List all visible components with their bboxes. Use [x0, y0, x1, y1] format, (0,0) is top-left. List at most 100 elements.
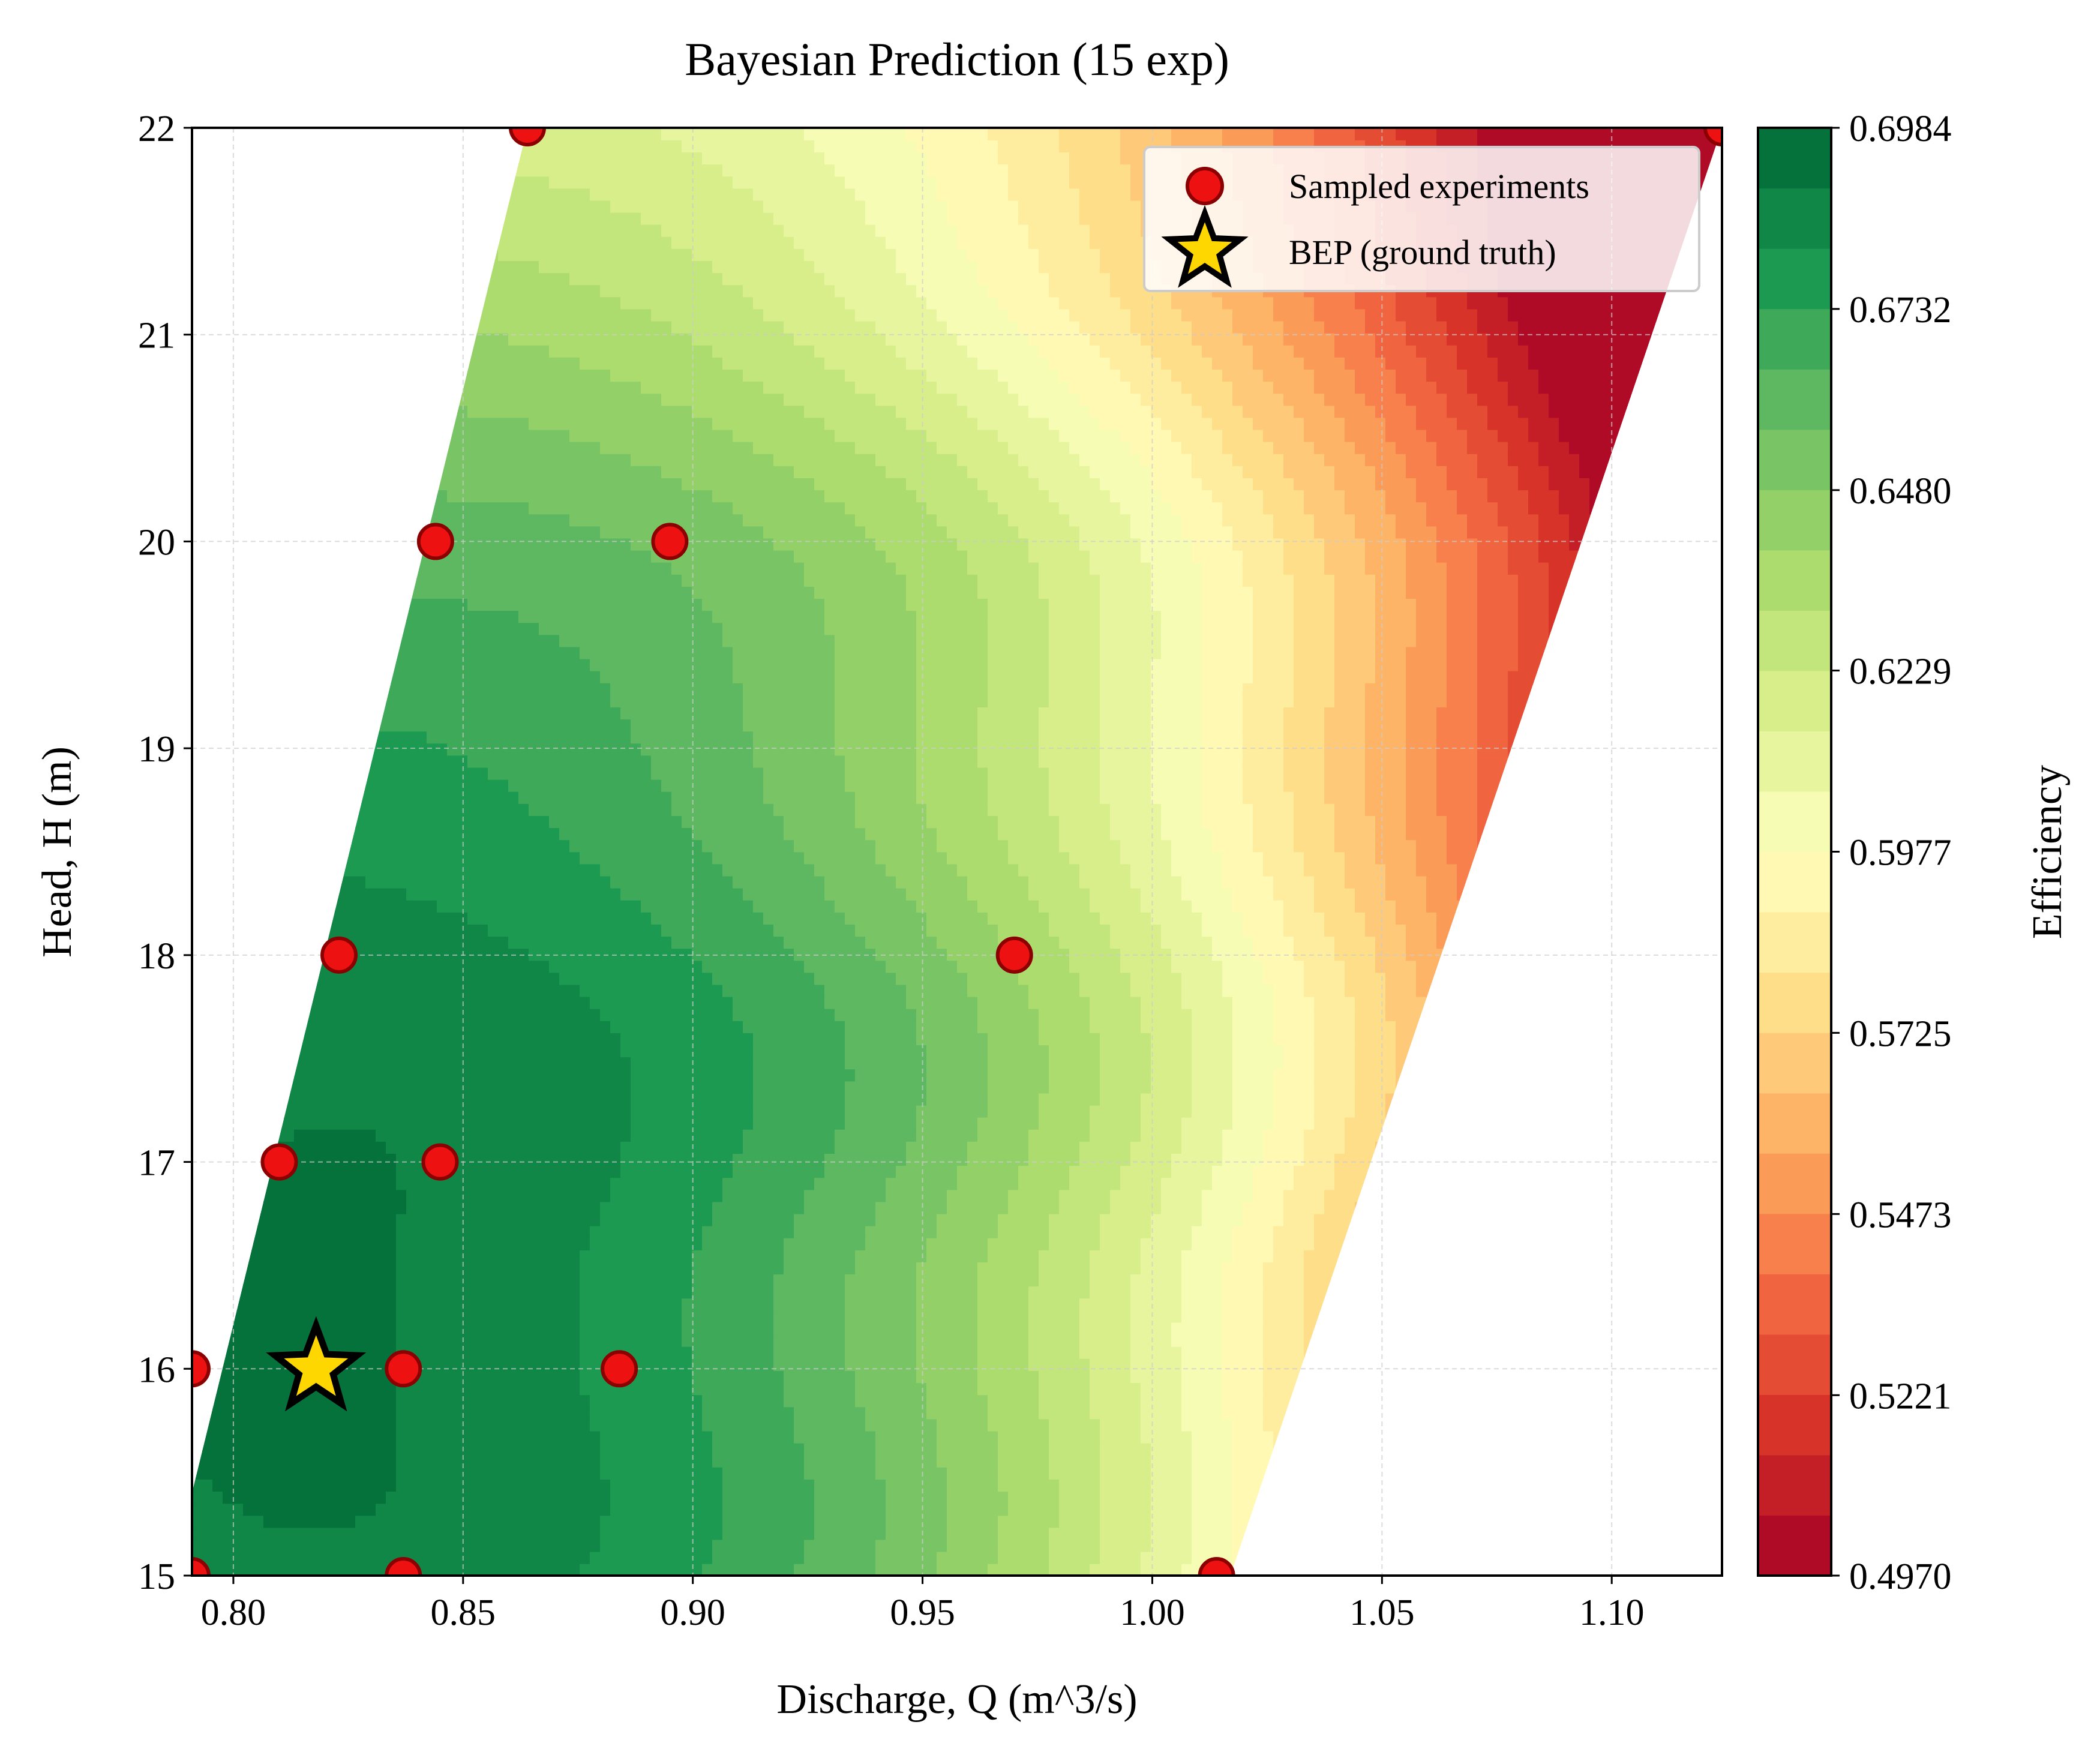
contour-cell: [549, 1177, 560, 1190]
contour-cell: [396, 803, 407, 816]
contour-cell: [376, 1129, 386, 1142]
contour-cell: [376, 779, 386, 792]
contour-cell: [580, 586, 590, 599]
contour-cell: [518, 1153, 529, 1166]
contour-cell: [355, 1189, 366, 1202]
contour-cell: [427, 1105, 437, 1118]
contour-cell: [396, 912, 407, 925]
contour-cell: [580, 478, 590, 491]
contour-cell: [355, 887, 366, 901]
contour-cell: [355, 1045, 366, 1058]
contour-cell: [518, 887, 529, 901]
contour-cell: [406, 1503, 417, 1516]
contour-cell: [549, 936, 560, 949]
contour-cell: [569, 803, 580, 816]
contour-cell: [447, 960, 458, 973]
contour-cell: [539, 526, 550, 539]
contour-cell: [549, 1454, 560, 1468]
contour-cell: [549, 453, 560, 466]
contour-cell: [539, 441, 550, 454]
contour-cell: [345, 1430, 356, 1444]
contour-cell: [580, 1117, 590, 1130]
contour-cell: [498, 1008, 509, 1021]
contour-cell: [549, 1286, 560, 1299]
contour-cell: [345, 1394, 356, 1408]
contour-cell: [396, 1515, 407, 1528]
contour-cell: [498, 1286, 509, 1299]
contour-cell: [488, 610, 499, 623]
contour-cell: [406, 1033, 417, 1046]
contour-cell: [539, 1129, 550, 1142]
contour-cell: [498, 1093, 509, 1106]
contour-cell: [498, 514, 509, 527]
contour-cell: [274, 1442, 284, 1456]
contour-cell: [600, 1225, 611, 1238]
contour-cell: [355, 1358, 366, 1371]
contour-cell: [406, 827, 417, 841]
contour-cell: [559, 369, 570, 382]
contour-cell: [529, 719, 539, 732]
contour-cell: [355, 1527, 366, 1540]
contour-cell: [467, 695, 478, 707]
contour-cell: [396, 936, 407, 949]
contour-cell: [580, 393, 590, 406]
contour-cell: [518, 453, 529, 466]
contour-cell: [529, 839, 539, 853]
contour-cell: [600, 1442, 611, 1456]
contour-cell: [590, 1021, 601, 1033]
contour-cell: [569, 948, 580, 961]
contour-cell: [437, 1008, 448, 1021]
contour-cell: [467, 731, 478, 744]
contour-cell: [569, 526, 580, 539]
contour-cell: [518, 224, 529, 237]
contour-cell: [508, 526, 519, 539]
contour-cell: [610, 924, 621, 937]
contour-cell: [539, 320, 550, 334]
contour-cell: [508, 490, 519, 503]
contour-cell: [488, 791, 499, 804]
contour-cell: [223, 1406, 233, 1420]
contour-cell: [478, 1503, 488, 1516]
contour-cell: [478, 1033, 488, 1046]
contour-cell: [335, 1262, 346, 1275]
contour-cell: [386, 984, 397, 997]
contour-cell: [355, 1008, 366, 1021]
contour-cell: [284, 1515, 295, 1528]
contour-cell: [467, 429, 478, 442]
contour-cell: [549, 1225, 560, 1238]
contour-cell: [325, 1527, 335, 1540]
contour-cell: [488, 1165, 499, 1178]
contour-cell: [580, 1322, 590, 1335]
contour-cell: [600, 1286, 611, 1299]
contour-cell: [590, 1467, 601, 1480]
contour-cell: [580, 1262, 590, 1275]
contour-cell: [447, 1129, 458, 1142]
contour-cell: [294, 1069, 305, 1082]
contour-cell: [478, 441, 488, 454]
contour-cell: [447, 743, 458, 756]
contour-cell: [539, 1008, 550, 1021]
contour-cell: [284, 1213, 295, 1226]
contour-cell: [590, 1093, 601, 1106]
contour-cell: [376, 743, 386, 756]
contour-cell: [263, 1539, 274, 1552]
contour-cell: [488, 1479, 499, 1492]
contour-cell: [529, 1069, 539, 1082]
contour-cell: [539, 429, 550, 442]
contour-cell: [569, 1250, 580, 1262]
contour-cell: [325, 1406, 335, 1420]
contour-cell: [508, 212, 519, 225]
contour-cell: [590, 827, 601, 841]
contour-cell: [549, 1129, 560, 1142]
contour-cell: [600, 682, 611, 695]
contour-cell: [569, 984, 580, 997]
contour-cell: [600, 1551, 611, 1564]
contour-cell: [294, 1141, 305, 1154]
contour-cell: [406, 682, 417, 695]
contour-cell: [202, 1479, 213, 1492]
contour-cell: [396, 1225, 407, 1238]
contour-cell: [590, 1491, 601, 1504]
contour-cell: [345, 1310, 356, 1323]
contour-cell: [478, 972, 488, 985]
contour-cell: [610, 996, 621, 1009]
